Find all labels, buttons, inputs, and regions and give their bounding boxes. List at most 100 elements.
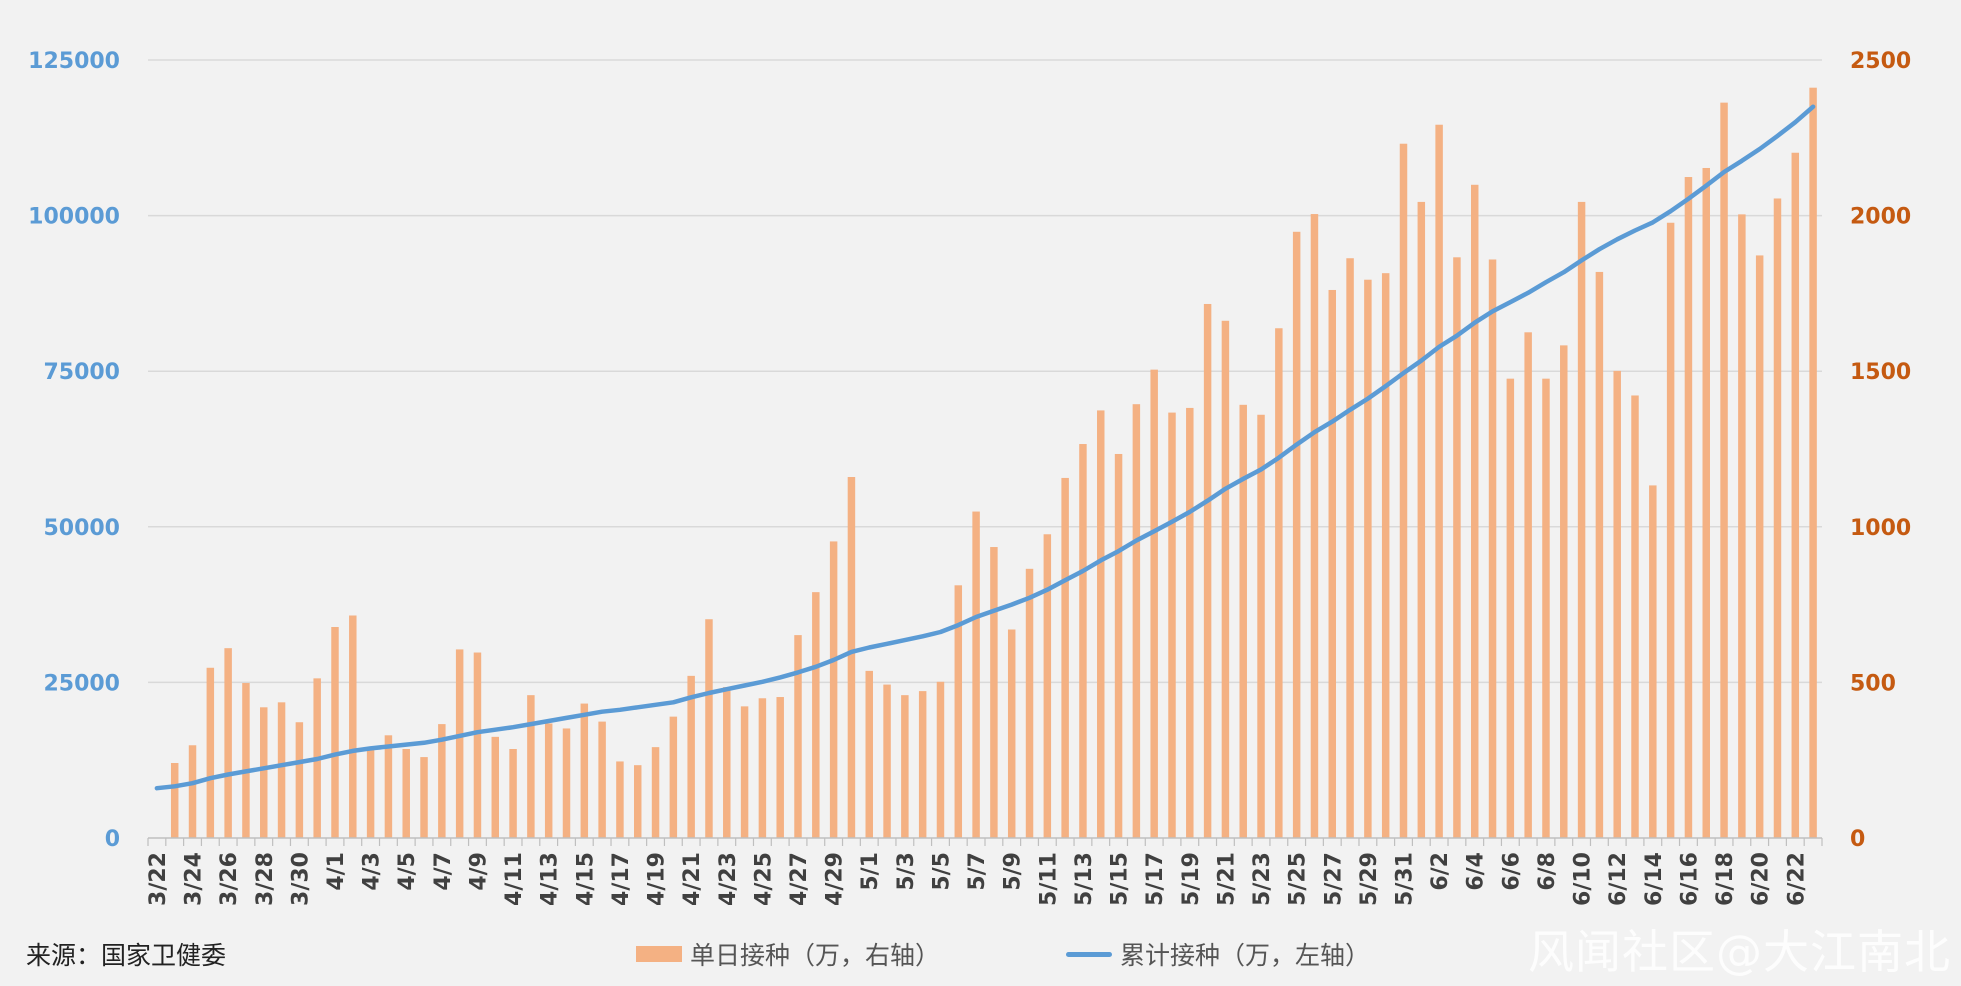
bar <box>277 702 286 838</box>
bar <box>1720 102 1728 838</box>
bar <box>1595 271 1604 838</box>
x-tick-label: 6/22 <box>1784 852 1809 906</box>
bar <box>1435 124 1443 838</box>
bar <box>705 619 713 838</box>
legend-label-bar: 单日接种（万，右轴） <box>690 941 941 970</box>
x-tick-label: 5/1 <box>858 852 883 891</box>
bar <box>1577 201 1586 838</box>
bar <box>740 706 749 838</box>
x-tick-label: 5/5 <box>929 852 954 891</box>
bar <box>936 681 945 838</box>
bar <box>1346 258 1354 839</box>
bar <box>491 736 500 838</box>
bar <box>1613 370 1621 838</box>
bar <box>847 477 856 838</box>
bar <box>687 675 695 838</box>
bar <box>918 691 927 838</box>
y-right-tick-label: 500 <box>1850 671 1896 696</box>
bar <box>990 547 998 838</box>
x-tick-label: 4/17 <box>609 852 634 906</box>
x-tick-label: 3/28 <box>253 852 278 906</box>
bar <box>1168 412 1176 838</box>
x-tick-label: 6/4 <box>1464 852 1489 891</box>
bar <box>1791 152 1800 838</box>
x-tick-label: 4/27 <box>787 852 812 906</box>
bar <box>420 757 428 838</box>
x-tick-label: 3/26 <box>217 852 242 906</box>
bar <box>723 687 731 838</box>
bar <box>1186 407 1194 838</box>
bar <box>1773 198 1782 838</box>
source-label: 来源：国家卫健委 <box>26 941 227 970</box>
x-tick-label: 4/15 <box>573 852 598 906</box>
bar <box>580 703 589 838</box>
bar <box>776 697 784 838</box>
x-tick-label: 4/25 <box>751 852 776 906</box>
bar <box>1275 328 1283 838</box>
bar <box>1079 444 1087 838</box>
bar <box>669 716 678 838</box>
bar <box>633 765 642 838</box>
y-left-tick-label: 50000 <box>43 516 120 541</box>
bar <box>1755 255 1764 838</box>
bar <box>527 695 535 838</box>
bar <box>1292 231 1301 838</box>
y-right-tick-label: 1500 <box>1850 360 1911 385</box>
bar <box>1488 259 1497 838</box>
bar <box>170 763 179 838</box>
bar <box>1132 404 1141 838</box>
bar <box>473 652 482 838</box>
y-left-tick-label: 25000 <box>43 671 120 696</box>
x-tick-label: 5/21 <box>1214 852 1239 906</box>
bar <box>1203 303 1212 838</box>
bar <box>812 592 820 838</box>
x-tick-label: 5/17 <box>1143 852 1168 906</box>
bar <box>972 511 980 838</box>
y-left-tick-label: 0 <box>105 827 120 852</box>
bar <box>794 635 802 838</box>
x-tick-label: 5/27 <box>1321 852 1346 906</box>
x-tick-label: 5/31 <box>1393 852 1418 906</box>
x-tick-label: 5/25 <box>1286 852 1311 906</box>
bar <box>1399 143 1408 839</box>
bar <box>224 648 232 838</box>
x-tick-label: 3/24 <box>182 852 207 906</box>
bar <box>1453 257 1461 839</box>
legend-swatch-bar <box>636 946 682 962</box>
legend-label-line: 累计接种（万，左轴） <box>1120 941 1371 970</box>
x-tick-label: 4/29 <box>823 852 848 906</box>
x-tick-label: 4/23 <box>716 852 741 906</box>
bar <box>901 695 909 838</box>
bar <box>438 724 446 838</box>
series-line <box>154 104 1816 791</box>
bar <box>509 748 517 838</box>
bar <box>1702 167 1710 839</box>
bar <box>1239 404 1247 838</box>
bar <box>1007 629 1016 838</box>
x-tick-label: 5/29 <box>1357 852 1382 906</box>
y-left-tick-label: 125000 <box>28 49 120 74</box>
x-tick-label: 3/22 <box>146 852 171 906</box>
bar <box>1506 378 1515 838</box>
bar <box>758 698 767 838</box>
bar <box>1257 414 1265 838</box>
bar <box>1043 534 1052 838</box>
bar <box>1542 378 1550 838</box>
bar <box>651 747 660 838</box>
bar <box>562 728 571 838</box>
x-tick-label: 5/15 <box>1108 852 1133 906</box>
bar <box>1364 279 1372 838</box>
bar <box>883 684 891 838</box>
x-tick-label: 6/12 <box>1606 852 1631 906</box>
x-tick-label: 6/16 <box>1677 852 1702 906</box>
bar <box>242 683 250 838</box>
bar <box>1097 410 1105 838</box>
x-tick-label: 6/18 <box>1713 852 1738 906</box>
bar <box>1524 332 1532 838</box>
bar <box>829 541 838 838</box>
bar <box>1381 273 1390 838</box>
bar <box>1649 485 1657 838</box>
bar <box>384 735 393 838</box>
bar <box>1417 201 1426 838</box>
